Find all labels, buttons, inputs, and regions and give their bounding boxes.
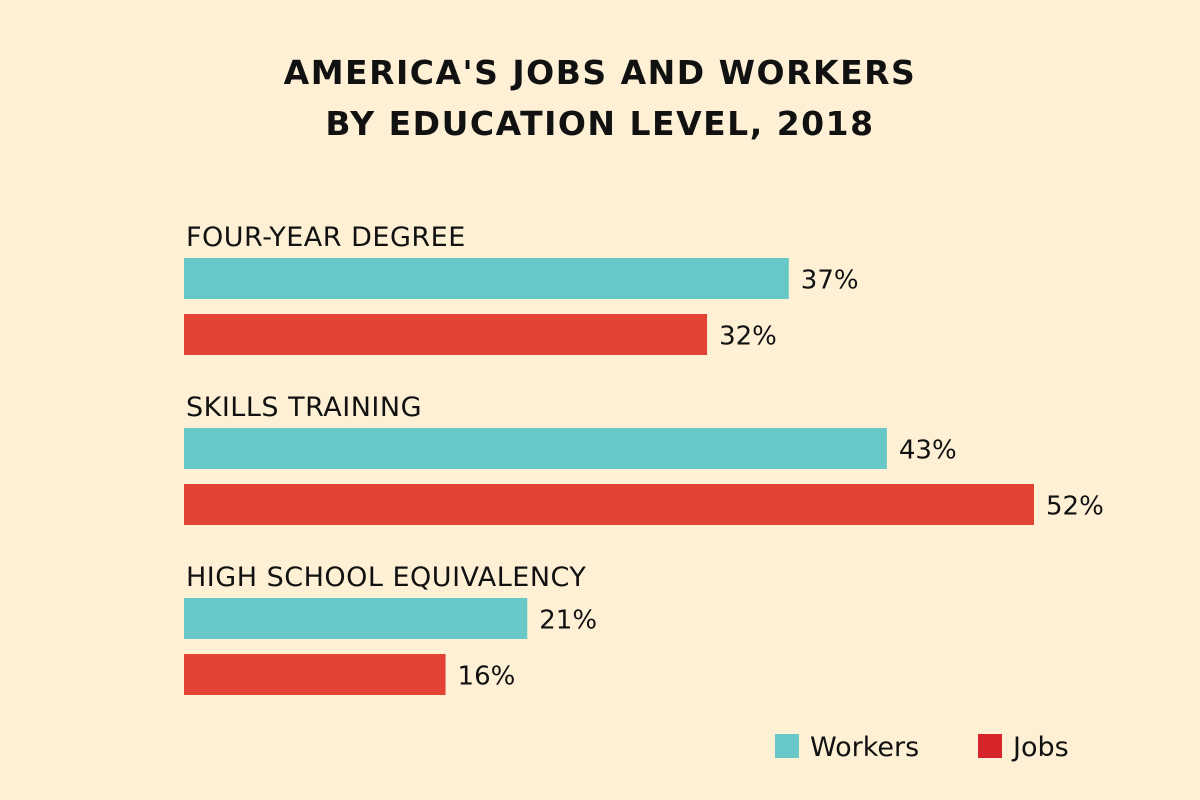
legend-label-jobs: Jobs: [1011, 732, 1069, 763]
value-label-workers-high-school-equivalency: 21%: [539, 606, 597, 636]
bar-workers-four-year-degree: [184, 258, 789, 299]
value-label-jobs-high-school-equivalency: 16%: [458, 662, 516, 692]
bar-jobs-four-year-degree: [184, 314, 708, 355]
chart-title-line-2: BY EDUCATION LEVEL, 2018: [325, 104, 874, 143]
value-label-jobs-skills-training: 52%: [1046, 492, 1104, 522]
value-label-workers-skills-training: 43%: [899, 436, 957, 466]
category-label-skills-training: SKILLS TRAINING: [186, 392, 422, 423]
value-label-jobs-four-year-degree: 32%: [719, 322, 777, 352]
legend: Workers Jobs: [775, 732, 1069, 763]
legend-label-workers: Workers: [810, 732, 919, 763]
category-label-four-year-degree: FOUR-YEAR DEGREE: [186, 222, 466, 253]
legend-swatch-workers: [775, 734, 799, 758]
category-label-high-school-equivalency: HIGH SCHOOL EQUIVALENCY: [186, 562, 586, 593]
bar-jobs-high-school-equivalency: [184, 654, 446, 695]
value-label-workers-four-year-degree: 37%: [801, 266, 859, 296]
bar-workers-high-school-equivalency: [184, 598, 528, 639]
bars-group: FOUR-YEAR DEGREE 37% 32% SKILLS TRAINING 43%…: [184, 222, 1104, 695]
bar-jobs-skills-training: [184, 484, 1034, 525]
legend-swatch-jobs: [978, 734, 1002, 758]
chart-title-line-1: AMERICA'S JOBS AND WORKERS: [284, 53, 917, 92]
bar-workers-skills-training: [184, 428, 887, 469]
